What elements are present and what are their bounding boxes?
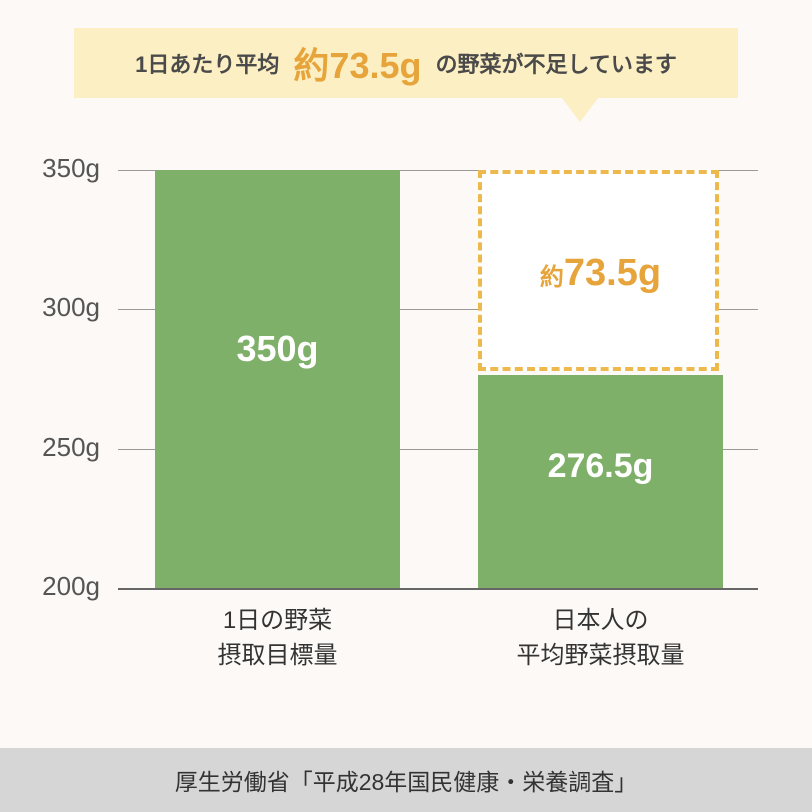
gap-label-value: 73.5g (564, 252, 661, 294)
y-tick-label: 350g (0, 153, 100, 184)
source-text: 厚生労働省「平成28年国民健康・栄養調査」 (175, 763, 638, 797)
y-tick-label: 200g (0, 571, 100, 602)
category-label-target: 1日の野菜摂取目標量 (125, 604, 430, 674)
source-bar: 厚生労働省「平成28年国民健康・栄養調査」 (0, 748, 812, 812)
bar-value-label-target: 350g (155, 328, 400, 370)
bar-value-label-actual: 276.5g (478, 447, 723, 486)
x-axis-baseline (118, 588, 758, 590)
gap-label-prefix: 約 (540, 264, 564, 291)
y-tick-label: 250g (0, 432, 100, 463)
bar-target (155, 170, 400, 588)
category-label-actual: 日本人の平均野菜摂取量 (448, 604, 753, 674)
gap-label: 約73.5g (478, 252, 723, 295)
y-tick-label: 300g (0, 292, 100, 323)
bar-chart: 200g 250g 300g 350g 350g 1日の野菜摂取目標量 276.5g 日本人の… (0, 0, 812, 812)
